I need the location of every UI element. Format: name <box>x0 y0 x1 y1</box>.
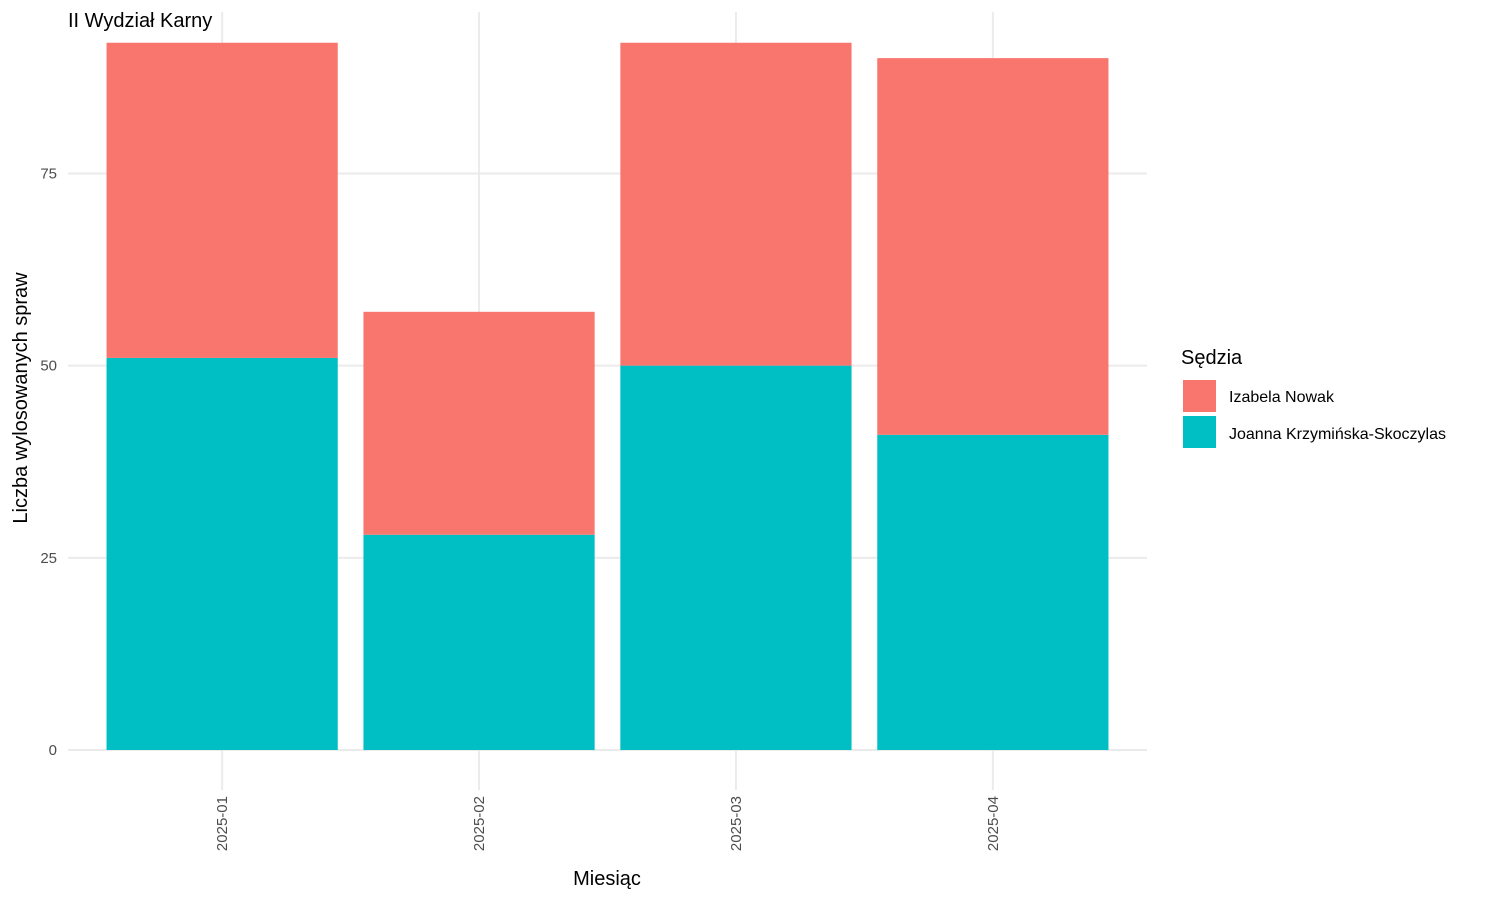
legend-key-joanna-krzyminska-skoczylas <box>1183 416 1216 448</box>
y-tick-label: 25 <box>40 550 57 567</box>
x-tick-label: 2025-01 <box>214 796 231 851</box>
y-tick-label: 50 <box>40 358 57 375</box>
y-axis-title: Liczba wylosowanych spraw <box>10 272 32 524</box>
y-tick-label: 0 <box>49 742 57 759</box>
legend-title: Sędzia <box>1181 347 1243 369</box>
x-tick-label: 2025-02 <box>471 796 488 851</box>
bar-2025-04-izabela-nowak <box>877 58 1109 435</box>
legend-label-joanna-krzyminska-skoczylas: Joanna Krzymińska-Skoczylas <box>1229 426 1446 443</box>
bar-2025-03-izabela-nowak <box>620 42 852 366</box>
bar-2025-02-joanna-krzyminska-skoczylas <box>363 534 595 750</box>
bar-2025-01-joanna-krzyminska-skoczylas <box>106 357 338 750</box>
x-axis-ticks: 2025-01 2025-02 2025-03 2025-04 <box>214 796 1002 851</box>
x-axis-title: Miesiąc <box>573 868 641 890</box>
bars <box>106 42 1109 750</box>
legend-key-izabela-nowak <box>1183 380 1216 412</box>
bar-2025-01-izabela-nowak <box>106 42 338 358</box>
chart-title: II Wydział Karny <box>68 10 212 32</box>
y-axis-ticks: 0 25 50 75 <box>40 165 57 759</box>
x-tick-label: 2025-03 <box>728 796 745 851</box>
y-tick-label: 75 <box>40 165 57 182</box>
x-tick-label: 2025-04 <box>985 796 1002 851</box>
bar-2025-03-joanna-krzyminska-skoczylas <box>620 365 852 750</box>
legend: Sędzia Izabela Nowak Joanna Krzymińska-S… <box>1181 347 1446 448</box>
bar-2025-02-izabela-nowak <box>363 311 595 535</box>
bar-2025-04-joanna-krzyminska-skoczylas <box>877 434 1109 750</box>
legend-label-izabela-nowak: Izabela Nowak <box>1229 389 1335 406</box>
